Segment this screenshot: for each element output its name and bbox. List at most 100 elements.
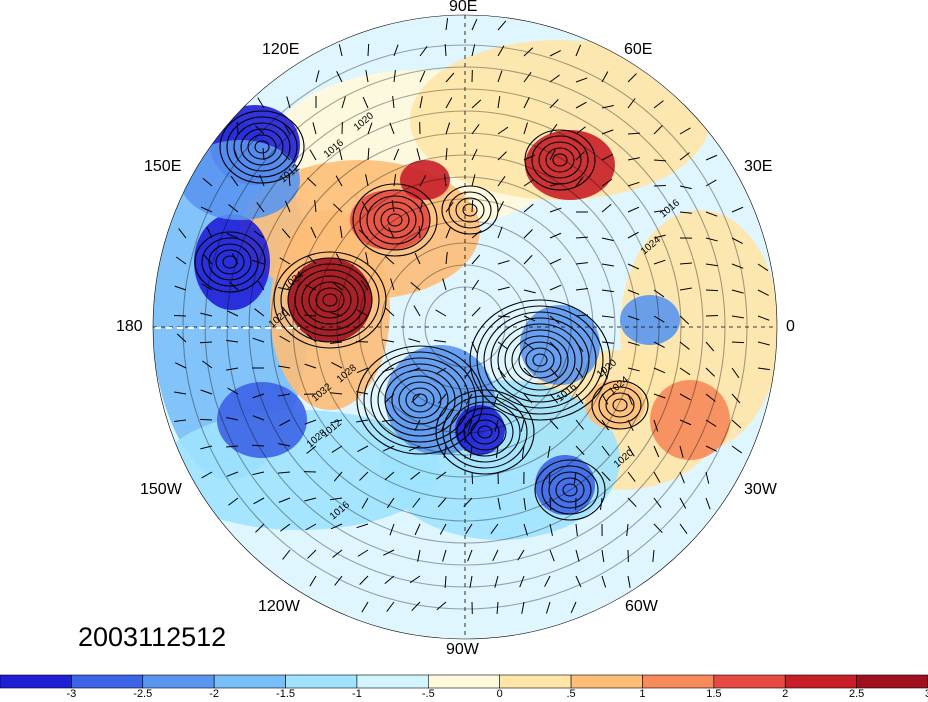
isobar <box>483 311 597 409</box>
wind-barb <box>705 419 717 427</box>
wind-barb <box>469 445 473 458</box>
wind-barb <box>575 77 588 83</box>
wind-barb <box>493 393 499 406</box>
wind-barb <box>419 96 423 109</box>
colorbar-tick-label: -2 <box>209 688 220 700</box>
colorbar-tick-label: -1.5 <box>276 688 296 700</box>
wind-barb <box>304 284 317 291</box>
isobar <box>405 387 435 413</box>
isobar <box>612 398 628 412</box>
isobar <box>287 263 373 337</box>
colorbar-tick-label: -3 <box>66 688 77 700</box>
wind-barb <box>252 337 265 343</box>
wind-barb <box>757 315 770 321</box>
wind-barb <box>679 471 685 484</box>
wind-barb <box>523 97 530 109</box>
wind-barb <box>334 575 343 586</box>
wind-barb <box>391 200 395 213</box>
wind-barb <box>679 341 690 350</box>
wind-barb <box>331 445 343 453</box>
wind-barb <box>330 341 343 344</box>
wind-barb <box>445 72 455 83</box>
isobar <box>497 323 583 397</box>
wind-barb <box>227 387 239 395</box>
wind-barb <box>418 225 421 239</box>
wind-barb <box>705 341 715 352</box>
wind-barb <box>705 237 718 242</box>
wind-barb <box>575 549 580 562</box>
wind-barb <box>199 418 213 421</box>
wind-barb <box>226 233 239 239</box>
wind-barb <box>575 341 584 352</box>
wind-barb <box>307 255 317 265</box>
isobar <box>477 425 493 439</box>
colorbar-tick-label: -1 <box>352 688 362 700</box>
wind-barb <box>521 445 525 458</box>
isobar <box>555 477 585 503</box>
wind-barb <box>388 227 395 239</box>
wind-barb <box>436 601 447 611</box>
anomaly-shade <box>350 190 430 250</box>
wind-barb <box>331 362 343 369</box>
wind-barb <box>523 289 536 294</box>
wind-barb <box>365 174 369 187</box>
wind-barb <box>497 201 504 213</box>
wind-barb <box>256 279 265 291</box>
map-border <box>152 14 778 640</box>
anomaly-shade <box>620 295 680 345</box>
wind-barb <box>601 471 611 482</box>
wind-barb <box>411 601 421 612</box>
isobar <box>548 471 592 509</box>
wind-barb <box>465 393 473 405</box>
wind-barb <box>228 281 239 291</box>
isobar <box>294 269 366 331</box>
wind-barb <box>174 285 187 291</box>
wind-barb <box>437 497 447 508</box>
wind-barb <box>465 523 473 535</box>
wind-barb <box>601 549 605 562</box>
wind-barb <box>575 176 584 187</box>
isobar <box>194 231 266 293</box>
colorbar-swatch <box>856 674 928 689</box>
wind-barb <box>384 575 395 585</box>
colorbar-tick-label: -.5 <box>421 688 435 700</box>
isobar <box>301 275 359 325</box>
colorbar-tick-label: 2.5 <box>848 688 865 700</box>
wind-barb <box>330 312 343 317</box>
wind-barb <box>523 122 528 135</box>
wind-barb <box>335 253 343 265</box>
colorbar-tick-label: .5 <box>566 688 576 700</box>
wind-barb <box>523 523 528 536</box>
wind-barb <box>549 341 559 351</box>
wind-barb <box>679 185 692 190</box>
wind-barb <box>315 70 320 83</box>
wind-barb <box>731 419 742 429</box>
wind-barb <box>600 497 603 510</box>
wind-barb <box>627 419 634 432</box>
date-stamp: 2003112512 <box>78 622 227 652</box>
isobar <box>448 191 492 229</box>
wind-barb <box>521 601 525 614</box>
isobar <box>315 287 345 313</box>
wind-barb <box>389 523 395 536</box>
wind-barb <box>627 157 640 161</box>
wind-barb <box>393 70 396 83</box>
wind-barb <box>338 148 343 161</box>
isobar <box>518 341 562 379</box>
isobar <box>254 140 270 154</box>
wind-barb <box>382 339 395 343</box>
wind-barb <box>464 367 473 378</box>
wind-barb <box>549 207 562 213</box>
wind-barb <box>494 419 499 432</box>
wind-barb <box>653 419 659 432</box>
wind-barb <box>497 151 507 161</box>
wind-barb <box>330 523 343 530</box>
isobar <box>476 305 604 415</box>
wind-barb <box>517 549 525 561</box>
wind-barb <box>306 177 317 187</box>
isobar <box>273 251 387 349</box>
isobar <box>462 203 478 217</box>
wind-barb <box>679 152 690 161</box>
wind-barb <box>549 315 560 324</box>
wind-barb <box>252 415 265 421</box>
